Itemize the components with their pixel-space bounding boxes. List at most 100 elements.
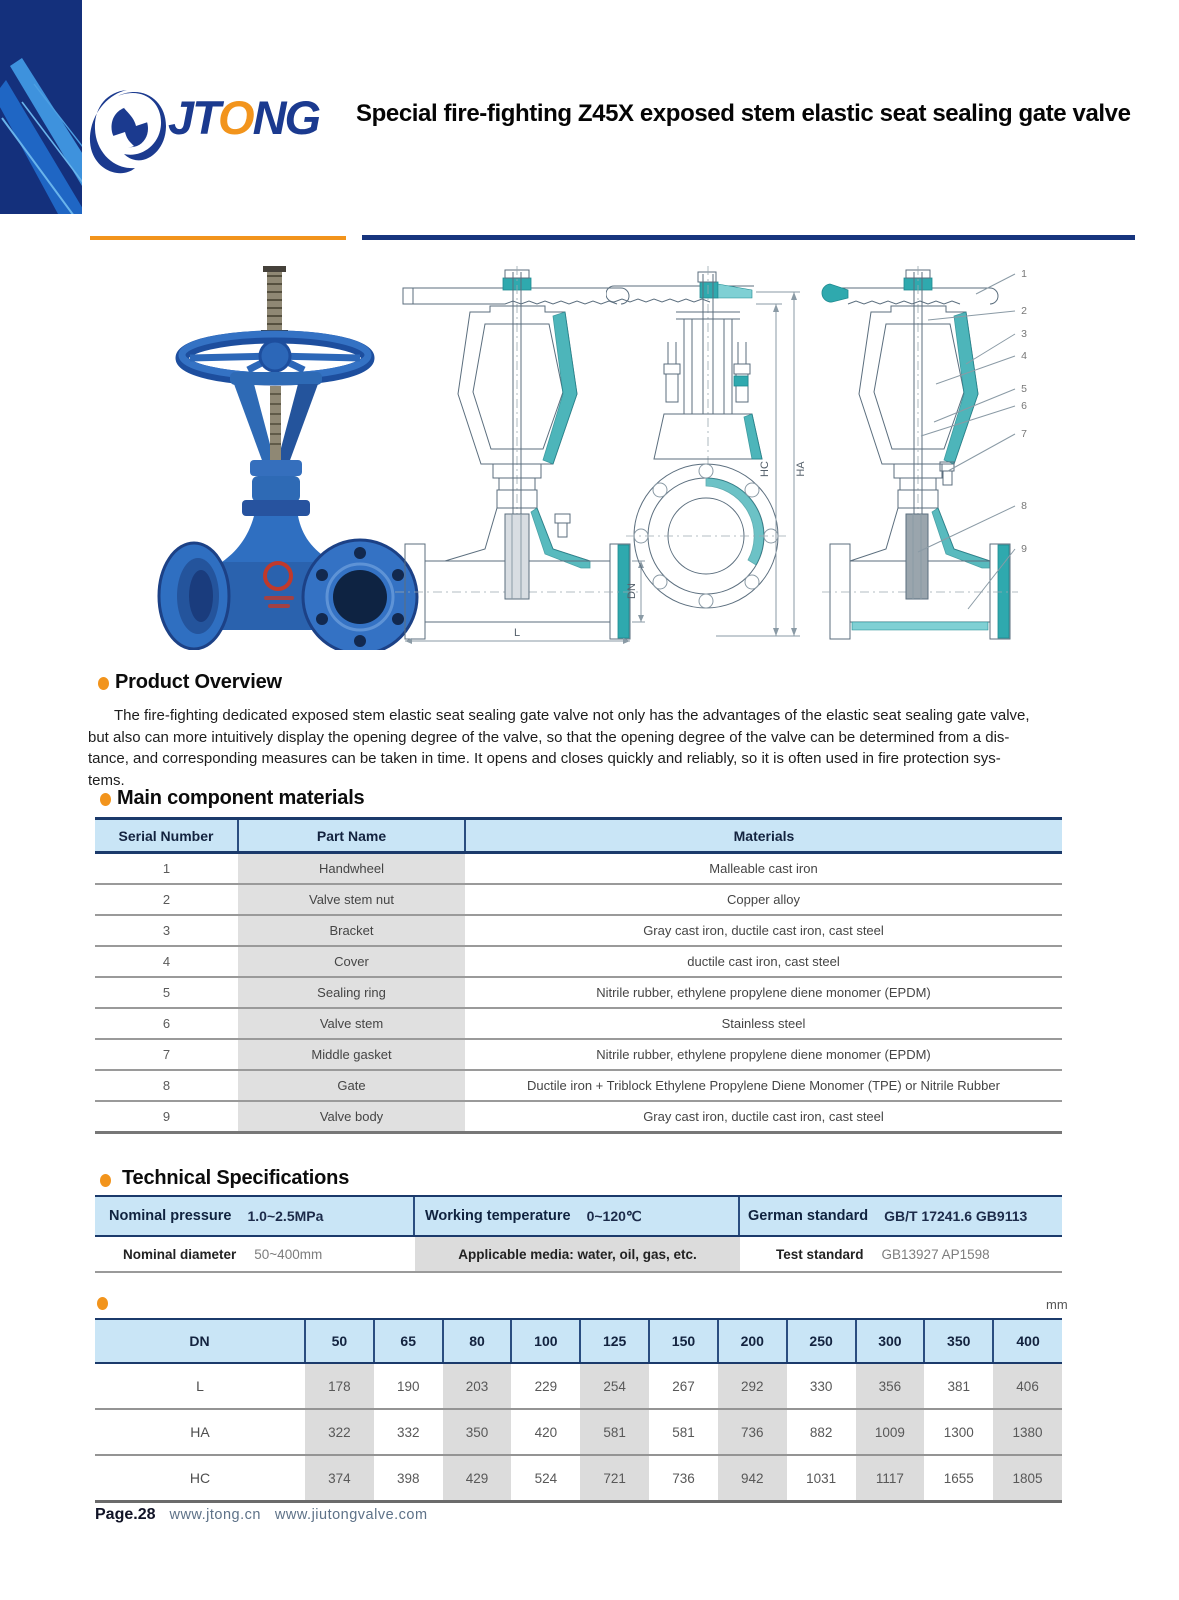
serial-number-cell: 7 — [95, 1039, 238, 1071]
materials-column-header: Materials — [464, 817, 1062, 854]
dn-size-header-cell: 150 — [648, 1318, 718, 1364]
overview-paragraph: The fire-fighting dedicated exposed stem… — [88, 705, 1112, 791]
product-photo-gate-valve — [157, 266, 419, 650]
spec-german-standard: German standard GB/T 17241.6 GB9113 — [748, 1208, 1028, 1224]
dn-size-header-cell: 350 — [923, 1318, 994, 1364]
part-name-cell: Middle gasket — [238, 1039, 465, 1071]
dim-label-ha: HA — [795, 461, 807, 477]
callout-7: 7 — [1021, 428, 1027, 440]
dimension-value-cell: 882 — [786, 1409, 856, 1456]
materials-table-row: 7 Middle gasket Nitrile rubber, ethylene p… — [95, 1039, 1062, 1071]
spec-test-standard: Test standard GB13927 AP1598 — [776, 1246, 990, 1262]
dimension-value-cell: 1117 — [855, 1455, 925, 1503]
materials-table-row: 8 Gate Ductile iron + Triblock Ethylene Pr… — [95, 1070, 1062, 1102]
header-rule-orange — [90, 236, 346, 240]
dimensions-table: DN 50 65 80 100 125 150 200 250 300 350 400 L 178 190… — [95, 1318, 1062, 1503]
spec-row-2: Nominal diameter 50~400mm Applicable med… — [95, 1237, 1062, 1273]
materials-table-row: 4 Cover ductile cast iron, cast steel — [95, 946, 1062, 978]
overview-line: tems. — [88, 771, 125, 789]
dimension-value-cell: 292 — [717, 1363, 787, 1410]
spec-applicable-media: Applicable media: water, oil, gas, etc. — [415, 1237, 740, 1271]
materials-table-row: 2 Valve stem nut Copper alloy — [95, 884, 1062, 916]
dimension-value-cell: 1300 — [924, 1409, 994, 1456]
serial-number-cell: 2 — [95, 884, 238, 916]
overview-line: The fire-fighting dedicated exposed stem… — [114, 707, 1030, 724]
dimension-value-cell: 942 — [717, 1455, 787, 1503]
dimension-row-label: HC — [95, 1455, 305, 1503]
dimension-value-cell: 322 — [305, 1409, 374, 1456]
serial-number-cell: 9 — [95, 1101, 238, 1134]
serial-number-cell: 6 — [95, 1008, 238, 1040]
dimension-value-cell: 190 — [373, 1363, 443, 1410]
spec-nominal-pressure: Nominal pressure 1.0~2.5MPa — [95, 1197, 415, 1235]
dimension-value-cell: 1380 — [993, 1409, 1062, 1456]
spec-nominal-diameter: Nominal diameter 50~400mm — [123, 1246, 323, 1262]
serial-number-cell: 8 — [95, 1070, 238, 1102]
callout-5: 5 — [1021, 383, 1027, 395]
dn-size-header-cell: 125 — [579, 1318, 650, 1364]
callout-6: 6 — [1021, 400, 1027, 412]
dimension-value-cell: 721 — [580, 1455, 650, 1503]
page-number: Page.28 — [95, 1506, 156, 1523]
part-name-cell: Valve body — [238, 1101, 465, 1134]
dn-size-header-cell: 80 — [441, 1318, 512, 1364]
drawing-callout-section: 1 2 3 4 5 6 7 8 9 — [821, 266, 1027, 640]
callout-1: 1 — [1021, 268, 1027, 280]
dn-size-header-cell: 250 — [785, 1318, 856, 1364]
dn-size-header-cell: 300 — [854, 1318, 925, 1364]
material-cell: Gray cast iron, ductile cast iron, cast … — [465, 915, 1062, 947]
material-cell: Copper alloy — [465, 884, 1062, 916]
section-bullet-dimensions — [97, 1297, 108, 1310]
materials-table-row: 5 Sealing ring Nitrile rubber, ethylene pr… — [95, 977, 1062, 1009]
material-cell: Stainless steel — [465, 1008, 1062, 1040]
dimension-value-cell: 330 — [786, 1363, 856, 1410]
jtong-swirl-icon — [89, 90, 166, 174]
dimension-value-cell: 350 — [442, 1409, 512, 1456]
dn-size-header-cell: 100 — [510, 1318, 581, 1364]
material-cell: Nitrile rubber, ethylene propylene diene… — [465, 977, 1062, 1009]
part-name-cell: Valve stem — [238, 1008, 465, 1040]
overview-line: but also can more intuitively display th… — [88, 728, 1010, 746]
section-bullet-specs — [100, 1174, 111, 1187]
dimension-value-cell: 398 — [373, 1455, 443, 1503]
overview-line: tance, and corresponding measures can be… — [88, 750, 1001, 767]
materials-table: Serial Number Part Name Materials 1 Handwhe… — [95, 817, 1062, 1134]
corner-decoration — [0, 0, 82, 214]
footer-url-jtong: www.jtong.cn — [169, 1507, 261, 1523]
drawing-front-view: HC HA — [606, 266, 807, 637]
materials-heading: Main component materials — [117, 787, 365, 809]
dimension-value-cell: 178 — [305, 1363, 374, 1410]
materials-table-row: 9 Valve body Gray cast iron, ductile cast … — [95, 1101, 1062, 1134]
material-cell: Malleable cast iron — [465, 852, 1062, 885]
part-name-cell: Handwheel — [238, 852, 465, 885]
dimension-value-cell: 332 — [373, 1409, 443, 1456]
part-name-cell: Gate — [238, 1070, 465, 1102]
materials-table-row: 6 Valve stem Stainless steel — [95, 1008, 1062, 1040]
material-cell: ductile cast iron, cast steel — [465, 946, 1062, 978]
dn-header-cell: DN — [95, 1318, 305, 1364]
dimension-value-cell: 229 — [511, 1363, 581, 1410]
dimension-value-cell: 736 — [649, 1455, 718, 1503]
header-rule-navy — [362, 235, 1135, 240]
dimension-value-cell: 581 — [649, 1409, 718, 1456]
spec-row-1: Nominal pressure 1.0~2.5MPa Working temp… — [95, 1195, 1062, 1237]
dn-size-header-cell: 200 — [716, 1318, 787, 1364]
dimension-value-cell: 356 — [855, 1363, 925, 1410]
part-name-cell: Sealing ring — [238, 977, 465, 1009]
dimension-value-cell: 1009 — [855, 1409, 925, 1456]
drawing-side-section: DN L — [395, 266, 645, 644]
material-cell: Gray cast iron, ductile cast iron, cast … — [465, 1101, 1062, 1134]
materials-column-header: Serial Number — [95, 817, 238, 854]
section-bullet-materials — [100, 793, 111, 806]
materials-table-row: 1 Handwheel Malleable cast iron — [95, 852, 1062, 885]
specs-heading: Technical Specifications — [122, 1167, 350, 1189]
dn-size-header-cell: 65 — [372, 1318, 443, 1364]
section-bullet-overview — [98, 677, 109, 690]
materials-header-row: Serial Number Part Name Materials — [95, 817, 1062, 854]
part-name-cell: Cover — [238, 946, 465, 978]
dn-size-header-cell: 400 — [992, 1318, 1062, 1364]
dim-label-dn: DN — [626, 583, 638, 599]
footer: Page.28 www.jtong.cn www.jiutongvalve.co… — [95, 1506, 428, 1524]
callout-3: 3 — [1021, 328, 1027, 340]
callout-4: 4 — [1021, 350, 1027, 362]
